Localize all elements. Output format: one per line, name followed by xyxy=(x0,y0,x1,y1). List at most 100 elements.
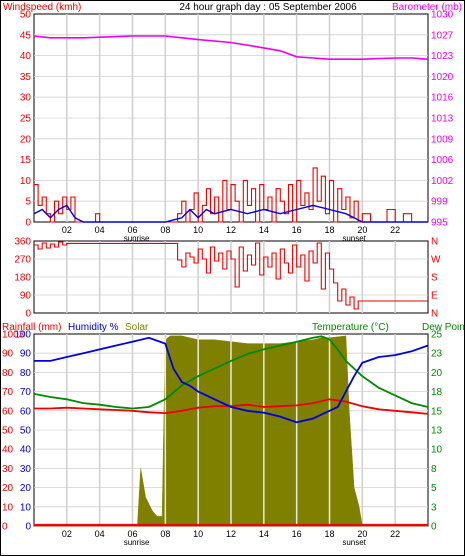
humidity-tick-label: 70 xyxy=(20,387,32,398)
gust-line xyxy=(33,204,428,223)
barometer-axis-label: Barometer (mb) xyxy=(392,2,462,13)
x-tick-label: 06 xyxy=(127,225,137,235)
direction-tick-label: 270 xyxy=(14,255,31,266)
barometer-tick-label: 995 xyxy=(431,218,448,229)
humidity-tick-label: 90 xyxy=(20,349,32,360)
sunrise-annotation: sunrise xyxy=(124,538,150,547)
temperature-tick-label: 23 xyxy=(431,349,443,360)
compass-tick-label: W xyxy=(431,255,441,266)
windspeed-tick-label: 40 xyxy=(20,51,32,62)
barometer-tick-label: 1027 xyxy=(431,30,454,41)
temperature-tick-label: 10 xyxy=(431,445,443,456)
rainfall-tick-label: 10 xyxy=(2,502,14,513)
chart-title: 24 hour graph day : 05 September 2006 xyxy=(179,2,357,13)
direction-tick-label: 360 xyxy=(14,237,31,248)
barometer-tick-label: 1020 xyxy=(431,72,454,83)
windspeed-tick-label: 20 xyxy=(20,134,32,145)
x-tick-label: 02 xyxy=(62,225,72,235)
rainfall-axis-label: Rainfall (mm) xyxy=(2,322,61,333)
windspeed-tick-label: 15 xyxy=(20,155,32,166)
x-tick-label: 08 xyxy=(160,529,170,539)
temperature-tick-label: 18 xyxy=(431,387,443,398)
x-tick-label: 16 xyxy=(292,529,302,539)
x-tick-label: 02 xyxy=(62,529,72,539)
humidity-tick-label: 60 xyxy=(20,406,32,417)
humidity-tick-label: 10 xyxy=(20,502,32,513)
compass-tick-label: N xyxy=(431,309,438,320)
compass-tick-label: N xyxy=(431,237,438,248)
temperature-tick-label: 15 xyxy=(431,406,443,417)
rainfall-tick-label: 90 xyxy=(2,349,14,360)
humidity-tick-label: 80 xyxy=(20,368,32,379)
windspeed-tick-label: 30 xyxy=(20,93,32,104)
windspeed-tick-label: 25 xyxy=(20,114,32,125)
sunset-annotation: sunset xyxy=(342,234,366,243)
x-tick-label: 04 xyxy=(95,529,105,539)
direction-tick-label: 0 xyxy=(25,309,31,320)
x-tick-label: 22 xyxy=(390,529,400,539)
rainfall-tick-label: 1003 xyxy=(2,330,25,341)
compass-tick-label: S xyxy=(431,273,438,284)
windspeed-tick-label: 35 xyxy=(20,72,32,83)
windspeed-barometer-panel: 0510152025303540455099599910021006100910… xyxy=(20,10,454,244)
direction-tick-label: 180 xyxy=(14,273,31,284)
rainfall-tick-label: 0 xyxy=(2,522,8,533)
temperature-tick-label: 5 xyxy=(431,483,437,494)
windspeed-tick-label: 45 xyxy=(20,30,32,41)
x-tick-label: 18 xyxy=(324,529,334,539)
dewpoint-label: Dew Point xyxy=(422,322,465,333)
humidity-tick-label: 50 xyxy=(20,426,32,437)
x-tick-label: 08 xyxy=(160,225,170,235)
humidity-line xyxy=(34,336,429,424)
rainfall-tick-label: 60 xyxy=(2,406,14,417)
barometer-tick-label: 1006 xyxy=(431,155,454,166)
x-tick-label: 04 xyxy=(95,225,105,235)
humidity-tick-label: 30 xyxy=(20,464,32,475)
humidity-tick-label: 100 xyxy=(14,330,31,341)
barometer-tick-label: 1002 xyxy=(431,176,454,187)
windspeed-tick-label: 50 xyxy=(20,10,32,21)
x-tick-label: 22 xyxy=(390,225,400,235)
humidity-axis-label: Humidity % xyxy=(68,322,119,333)
wind-direction-line xyxy=(34,241,428,310)
x-tick-label: 20 xyxy=(357,225,367,235)
temperature-tick-label: 8 xyxy=(431,464,437,475)
temperature-tick-label: 25 xyxy=(431,330,443,341)
x-tick-label: 10 xyxy=(193,225,203,235)
barometer-tick-label: 1030 xyxy=(431,10,454,21)
barometer-tick-label: 1016 xyxy=(431,93,454,104)
barometer-tick-label: 1013 xyxy=(431,114,454,125)
temperature-tick-label: 13 xyxy=(431,426,443,437)
rainfall-tick-label: 30 xyxy=(2,464,14,475)
barometer-tick-label: 1009 xyxy=(431,134,454,145)
compass-tick-label: E xyxy=(431,291,438,302)
temperature-axis-label: Temperature (°C) xyxy=(312,322,389,333)
temperature-tick-label: 3 xyxy=(431,502,437,513)
x-tick-label: 06 xyxy=(127,529,137,539)
humidity-tick-label: 0 xyxy=(25,522,31,533)
rain-humidity-solar-temperature-panel: 0102030405060708090100010203040506070809… xyxy=(2,330,443,548)
x-tick-label: 16 xyxy=(292,225,302,235)
barometer-tick-label: 1023 xyxy=(431,51,454,62)
x-tick-label: 10 xyxy=(193,529,203,539)
rainfall-tick-label: 50 xyxy=(2,426,14,437)
sunrise-annotation: sunrise xyxy=(124,234,150,243)
temperature-tick-label: 0 xyxy=(431,522,437,533)
x-tick-label: 20 xyxy=(357,529,367,539)
x-tick-label: 18 xyxy=(324,225,334,235)
rainfall-tick-label: 20 xyxy=(2,483,14,494)
solar-label: Solar xyxy=(125,322,149,333)
windspeed-tick-label: 0 xyxy=(25,218,31,229)
windspeed-axis-label: Windspeed (kmh) xyxy=(3,2,81,13)
windspeed-tick-label: 5 xyxy=(25,197,31,208)
x-tick-label: 14 xyxy=(259,529,269,539)
rainfall-tick-label: 40 xyxy=(2,445,14,456)
humidity-tick-label: 40 xyxy=(20,445,32,456)
barometer-tick-label: 999 xyxy=(431,197,448,208)
barometer-line xyxy=(33,35,429,60)
rainfall-tick-label: 80 xyxy=(2,368,14,379)
x-tick-label: 12 xyxy=(226,529,236,539)
x-tick-label: 14 xyxy=(259,225,269,235)
windspeed-tick-label: 10 xyxy=(20,176,32,187)
